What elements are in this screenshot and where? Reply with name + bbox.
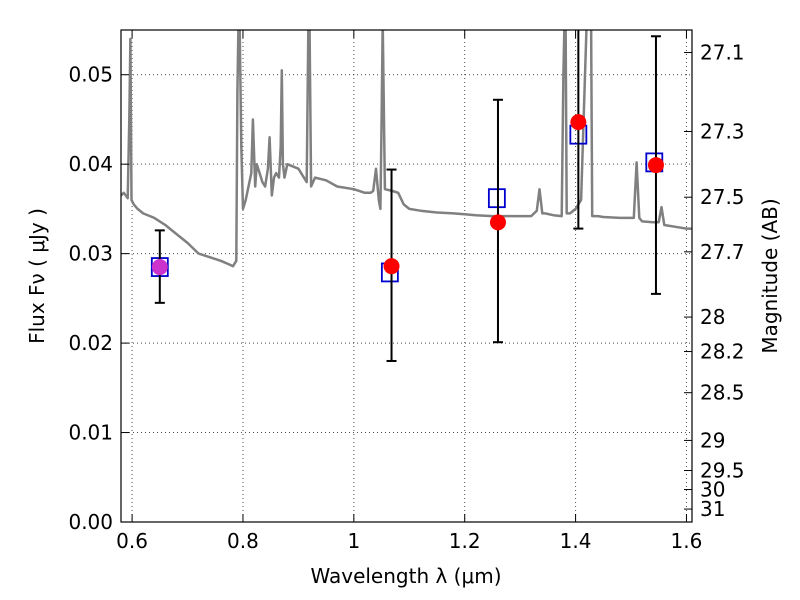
observed-point-0 bbox=[151, 259, 168, 276]
spectrum-line bbox=[121, 30, 692, 268]
y-tick-label-4: 0.04 bbox=[68, 152, 113, 176]
mag-tick-label-5: 28.2 bbox=[700, 340, 745, 364]
observed-point-3 bbox=[570, 114, 587, 131]
x-tick-label-3: 1.2 bbox=[449, 529, 481, 553]
y-axis-title: Flux Fν ( μJy ) bbox=[25, 208, 49, 344]
x-tick-label-2: 1 bbox=[347, 529, 360, 553]
y2-axis-title: Magnitude (AB) bbox=[758, 198, 782, 353]
x-tick-label-5: 1.6 bbox=[671, 529, 703, 553]
observed-point-4 bbox=[647, 157, 664, 174]
mag-tick-label-3: 27.7 bbox=[700, 240, 745, 264]
mag-tick-label-0: 27.1 bbox=[700, 41, 745, 65]
y-tick-label-5: 0.05 bbox=[68, 63, 113, 87]
mag-tick-label-6: 28.5 bbox=[700, 381, 745, 405]
model-square-2 bbox=[487, 188, 506, 209]
x-tick-label-0: 0.6 bbox=[116, 529, 148, 553]
data-layer bbox=[121, 30, 692, 362]
mag-tick-label-1: 27.3 bbox=[700, 120, 745, 144]
mag-tick-label-2: 27.5 bbox=[700, 185, 745, 209]
mag-tick-label-9: 30 bbox=[700, 478, 725, 502]
axes-layer: 0.6 0.8 1 1.2 1.4 1.6 0.00 0.01 0.02 0.03 0.04 0.05… bbox=[68, 29, 745, 553]
y-tick-label-0: 0.00 bbox=[68, 510, 113, 534]
plot-frame bbox=[120, 29, 693, 523]
y-tick-label-2: 0.02 bbox=[68, 331, 113, 355]
observed-point-2 bbox=[489, 214, 506, 231]
mag-tick-label-10: 31 bbox=[700, 497, 725, 521]
x-tick-label-1: 0.8 bbox=[227, 529, 259, 553]
y-tick-label-1: 0.01 bbox=[68, 421, 113, 445]
mag-tick-label-4: 28 bbox=[700, 305, 725, 329]
plot-background bbox=[121, 30, 692, 522]
observed-point-1 bbox=[383, 258, 400, 275]
mag-tick-label-8: 29.5 bbox=[700, 459, 745, 483]
x-tick-label-4: 1.4 bbox=[560, 529, 592, 553]
mag-tick-label-7: 29 bbox=[700, 428, 725, 452]
y-tick-label-3: 0.03 bbox=[68, 242, 113, 266]
x-axis-title: Wavelength λ (μm) bbox=[310, 564, 501, 588]
